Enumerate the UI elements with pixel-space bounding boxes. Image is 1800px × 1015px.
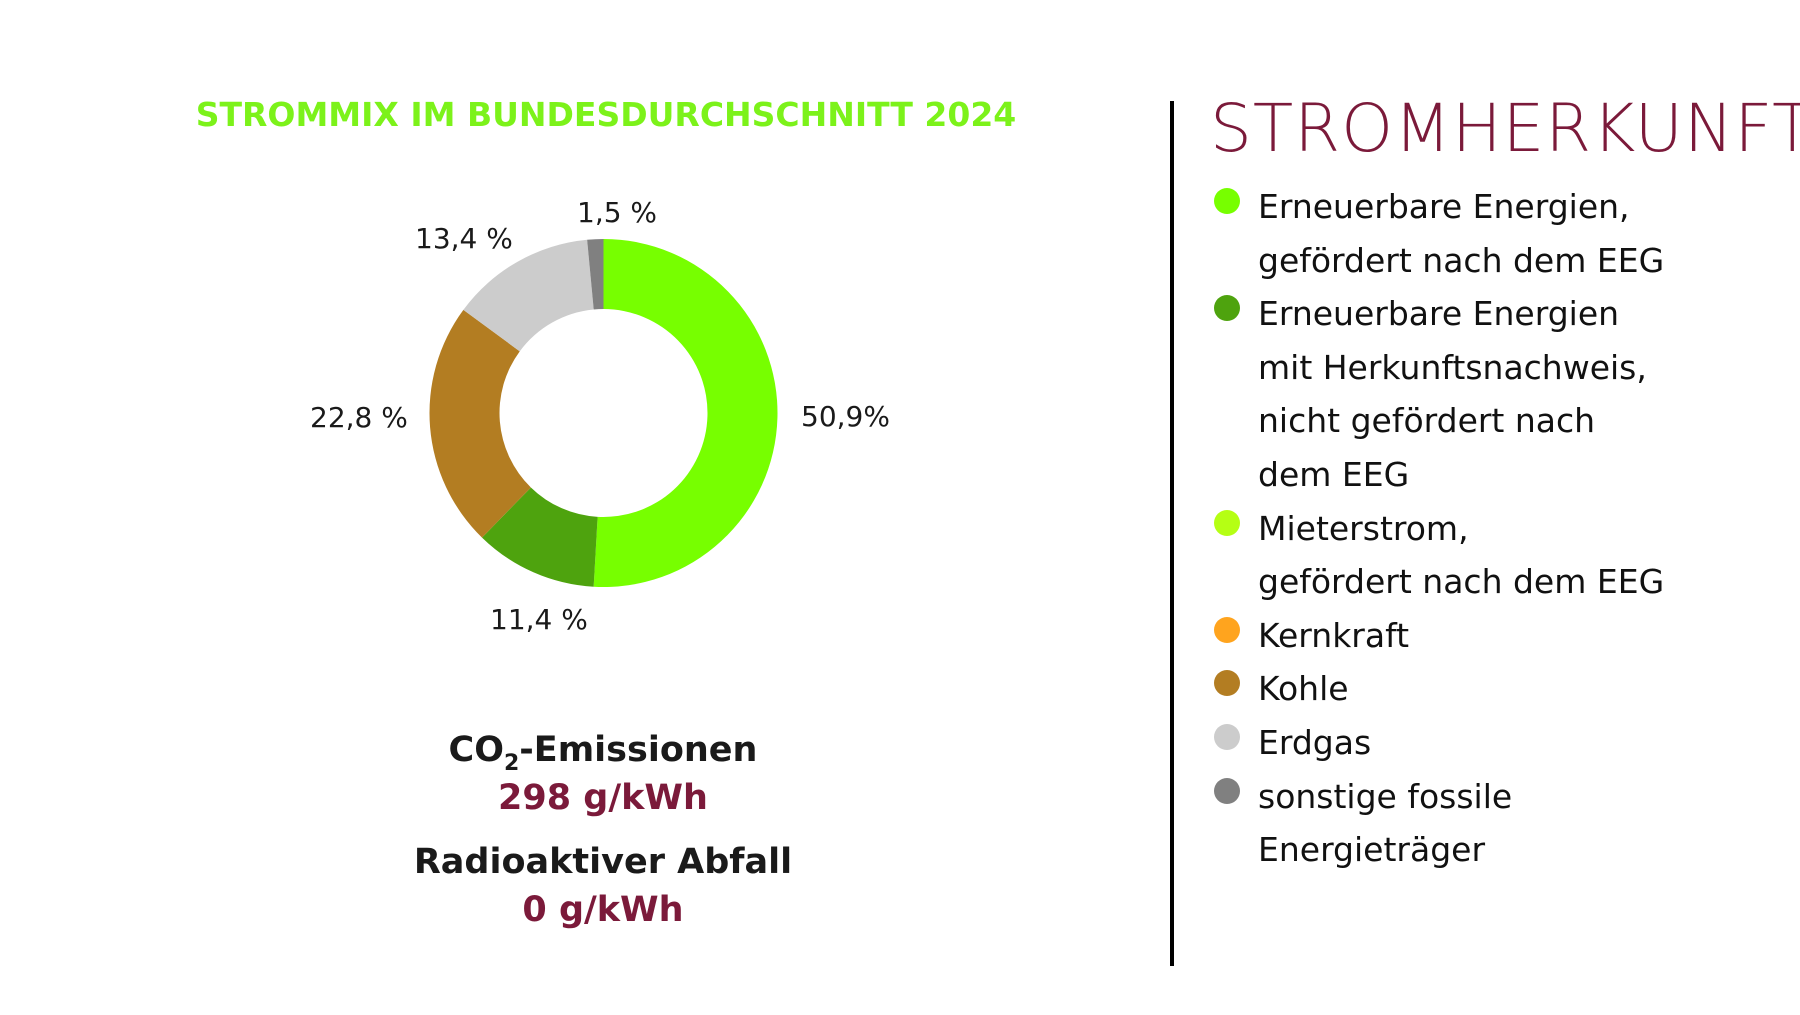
column-divider: [1170, 101, 1174, 966]
slice-label-erneuerbar-eeg: 50,9%: [801, 400, 890, 433]
legend-label: Erdgas: [1258, 716, 1664, 770]
donut-slice: [463, 239, 594, 352]
donut-slice: [587, 239, 604, 310]
legend-item: Kohle: [1214, 662, 1664, 716]
co2-label-subscript: 2: [503, 751, 520, 776]
legend-label: sonstige fossile Energieträger: [1258, 770, 1664, 877]
legend-title: STROMHERKUNFT: [1210, 90, 1800, 167]
legend-label-line: Mieterstrom,: [1258, 508, 1469, 548]
slice-label-erneuerbar-hkn: 11,4 %: [490, 603, 588, 636]
legend-label: Erneuerbare Energien mit Herkunftsnachwei…: [1258, 287, 1664, 501]
legend: Erneuerbare Energien, gefördert nach dem …: [1214, 180, 1664, 877]
legend-label-line: mit Herkunftsnachweis,: [1258, 347, 1647, 387]
legend-label-line: gefördert nach dem EEG: [1258, 240, 1665, 280]
legend-dot-icon: [1214, 670, 1240, 697]
legend-label: Erneuerbare Energien, gefördert nach dem …: [1258, 180, 1664, 287]
legend-label-line: dem EEG: [1258, 454, 1410, 494]
chart-title: STROMMIX IM BUNDESDURCHSCHNITT 2024: [195, 95, 1017, 134]
legend-label-line: nicht gefördert nach: [1258, 401, 1596, 441]
co2-emissions-label: CO2-Emissionen: [403, 730, 803, 776]
slice-label-sonstige: 1,5 %: [577, 196, 658, 229]
legend-label-line: Energieträger: [1258, 830, 1486, 870]
co2-emissions-value: 298 g/kWh: [498, 778, 708, 818]
legend-label-line: Kernkraft: [1258, 615, 1410, 655]
co2-label-prefix: CO: [448, 730, 504, 770]
legend-label-line: Erneuerbare Energien,: [1258, 187, 1630, 226]
legend-item: Kernkraft: [1214, 609, 1664, 663]
legend-label: Kernkraft: [1258, 609, 1664, 663]
legend-label: Kohle: [1258, 662, 1664, 716]
legend-dot-icon: [1214, 616, 1240, 643]
legend-item: Erdgas: [1214, 716, 1664, 770]
legend-dot-icon: [1214, 509, 1240, 536]
legend-item: Erneuerbare Energien, gefördert nach dem …: [1214, 180, 1664, 287]
legend-label-line: Erneuerbare Energien: [1258, 294, 1620, 334]
co2-label-suffix: -Emissionen: [519, 730, 758, 770]
donut-slice: [429, 309, 531, 538]
slice-label-erdgas: 13,4 %: [415, 222, 513, 255]
donut-slice: [482, 487, 598, 587]
legend-dot-icon: [1214, 777, 1240, 804]
legend-dot-icon: [1214, 723, 1240, 750]
slice-label-kohle: 22,8 %: [310, 401, 408, 434]
legend-label-line: sonstige fossile: [1258, 776, 1513, 816]
legend-label-line: Kohle: [1258, 669, 1349, 709]
legend-label: Mieterstrom, gefördert nach dem EEG: [1258, 502, 1664, 609]
radioactive-waste-label: Radioaktiver Abfall: [413, 842, 793, 882]
legend-item: sonstige fossile Energieträger: [1214, 770, 1664, 877]
legend-item: Mieterstrom, gefördert nach dem EEG: [1214, 502, 1664, 609]
legend-label-line: Erdgas: [1258, 722, 1372, 762]
radioactive-waste-value: 0 g/kWh: [522, 890, 684, 930]
legend-dot-icon: [1214, 188, 1240, 214]
legend-dot-icon: [1214, 295, 1240, 322]
legend-label-line: gefördert nach dem EEG: [1258, 562, 1665, 602]
donut-slice: [593, 239, 778, 587]
legend-item: Erneuerbare Energien mit Herkunftsnachwei…: [1214, 287, 1664, 501]
